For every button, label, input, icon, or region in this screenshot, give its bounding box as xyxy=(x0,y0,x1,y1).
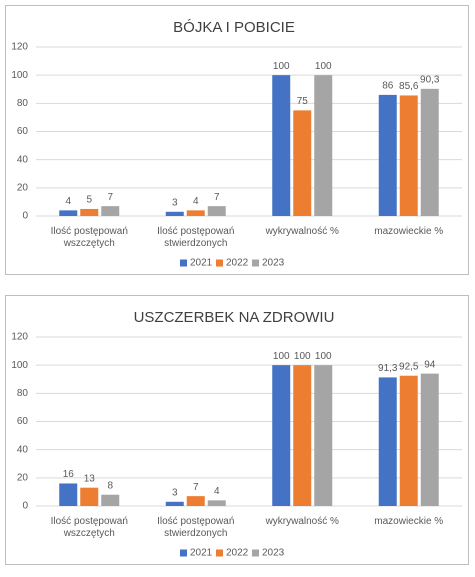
data-label: 5 xyxy=(86,195,92,206)
data-label: 13 xyxy=(84,473,96,484)
legend-label: 2023 xyxy=(262,258,285,269)
bar xyxy=(314,365,333,506)
chart-panel: BÓJKA I POBICIE 0 20 40 60 80 100 120 4 5 7 3 4 7 100 7… xyxy=(5,5,469,275)
data-label: 7 xyxy=(193,482,199,493)
data-label: 4 xyxy=(193,196,199,207)
data-label: 4 xyxy=(214,486,220,497)
x-tick-label: Ilość postępowań stwierdzonych xyxy=(157,226,235,249)
legend-swatch xyxy=(180,549,187,557)
data-label: 100 xyxy=(294,351,311,362)
y-tick-label: 20 xyxy=(17,472,29,483)
bar xyxy=(272,365,291,506)
y-tick-label: 0 xyxy=(22,501,28,512)
data-label: 100 xyxy=(273,351,290,362)
bar xyxy=(272,75,291,217)
data-label: 100 xyxy=(315,351,332,362)
chart-title: USZCZERBEK NA ZDROWIU xyxy=(134,309,335,326)
bar xyxy=(293,365,312,506)
bar xyxy=(101,206,120,216)
legend-swatch xyxy=(252,259,259,267)
data-label: 100 xyxy=(273,61,290,72)
chart: USZCZERBEK NA ZDROWIU 0 20 40 60 80 100 120 16 13… xyxy=(11,309,462,559)
bar xyxy=(80,208,99,216)
y-tick-label: 80 xyxy=(17,388,29,399)
data-label: 3 xyxy=(172,197,178,208)
data-label: 85,6 xyxy=(399,81,419,92)
bar xyxy=(186,496,205,506)
bar xyxy=(101,494,120,506)
y-tick-label: 100 xyxy=(11,70,28,81)
legend-label: 2023 xyxy=(262,548,285,559)
data-label: 7 xyxy=(107,192,113,203)
bar xyxy=(207,500,226,506)
y-tick-label: 40 xyxy=(17,444,29,455)
bar xyxy=(293,110,312,216)
x-tick-label: wykrywalność % xyxy=(265,226,339,237)
bar xyxy=(165,501,184,506)
bar xyxy=(59,483,78,506)
chart-title: BÓJKA I POBICIE xyxy=(173,19,295,36)
bar xyxy=(314,75,333,217)
bar xyxy=(399,95,418,216)
y-tick-label: 40 xyxy=(17,154,29,165)
data-label: 92,5 xyxy=(399,361,419,372)
legend-swatch xyxy=(216,549,223,557)
data-label: 91,3 xyxy=(378,363,398,374)
x-tick-label: Ilość postępowań stwierdzonych xyxy=(157,516,235,539)
bar xyxy=(378,377,397,506)
data-label: 4 xyxy=(65,196,71,207)
y-tick-label: 20 xyxy=(17,182,29,193)
legend-swatch xyxy=(180,259,187,267)
legend-label: 2022 xyxy=(226,548,249,559)
bar xyxy=(399,375,418,506)
data-label: 8 xyxy=(107,480,113,491)
bar xyxy=(165,211,184,216)
y-tick-label: 120 xyxy=(11,332,28,343)
bar xyxy=(186,210,205,216)
data-label: 16 xyxy=(63,469,75,480)
data-label: 100 xyxy=(315,61,332,72)
bar xyxy=(378,94,397,216)
legend-label: 2021 xyxy=(190,258,213,269)
data-label: 86 xyxy=(382,81,394,92)
y-tick-label: 60 xyxy=(17,416,29,427)
data-label: 94 xyxy=(424,359,436,370)
bar xyxy=(80,487,99,506)
y-tick-label: 120 xyxy=(11,42,28,53)
y-tick-label: 60 xyxy=(17,126,29,137)
data-label: 90,3 xyxy=(420,74,440,85)
x-tick-label: mazowieckie % xyxy=(374,226,444,237)
bar xyxy=(420,88,439,216)
y-tick-label: 100 xyxy=(11,360,28,371)
x-tick-label: wykrywalność % xyxy=(265,516,339,527)
legend-swatch xyxy=(216,259,223,267)
chart: BÓJKA I POBICIE 0 20 40 60 80 100 120 4 5 7 3 4 7 100 7… xyxy=(11,19,462,269)
x-tick-label: Ilość postępowań wszczętych xyxy=(50,226,128,249)
data-label: 75 xyxy=(297,96,309,107)
legend-label: 2021 xyxy=(190,548,213,559)
bar xyxy=(59,210,78,216)
bar xyxy=(420,373,439,506)
data-label: 7 xyxy=(214,192,220,203)
y-tick-label: 0 xyxy=(22,211,28,222)
data-label: 3 xyxy=(172,487,178,498)
legend-label: 2022 xyxy=(226,258,249,269)
chart-panel: USZCZERBEK NA ZDROWIU 0 20 40 60 80 100 120 16 13… xyxy=(5,295,469,565)
x-tick-label: mazowieckie % xyxy=(374,516,444,527)
legend-swatch xyxy=(252,549,259,557)
bar xyxy=(207,206,226,216)
y-tick-label: 80 xyxy=(17,98,29,109)
x-tick-label: Ilość postępowań wszczętych xyxy=(50,516,128,539)
